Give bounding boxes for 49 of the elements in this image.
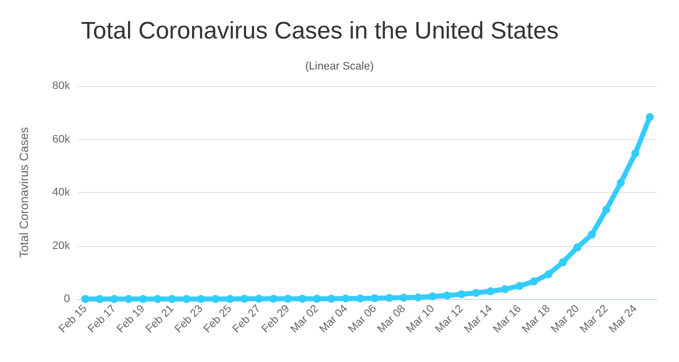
point bbox=[515, 282, 524, 290]
point bbox=[226, 295, 234, 303]
point bbox=[501, 285, 510, 294]
chart-subtitle: (Linear Scale) bbox=[305, 60, 374, 72]
point bbox=[254, 294, 263, 303]
point bbox=[370, 294, 379, 302]
x-tick-label: Mar 24 bbox=[606, 302, 640, 336]
point bbox=[110, 295, 118, 303]
point bbox=[646, 113, 654, 122]
y-tick-label: 40k bbox=[52, 186, 70, 198]
point bbox=[558, 258, 567, 266]
point bbox=[154, 295, 162, 303]
point bbox=[197, 295, 206, 303]
point bbox=[443, 292, 452, 300]
point bbox=[472, 288, 480, 297]
point bbox=[327, 294, 336, 303]
point bbox=[212, 295, 220, 303]
point bbox=[81, 295, 90, 303]
point bbox=[400, 294, 408, 302]
point bbox=[356, 294, 364, 302]
point bbox=[414, 293, 422, 302]
point bbox=[269, 294, 278, 303]
point bbox=[124, 295, 133, 303]
y-tick-label: 20k bbox=[52, 240, 70, 252]
point bbox=[458, 290, 466, 298]
point bbox=[284, 294, 292, 303]
point bbox=[182, 295, 191, 303]
point bbox=[96, 295, 104, 303]
y-tick-label: 80k bbox=[52, 80, 70, 92]
point bbox=[486, 287, 495, 296]
point bbox=[342, 294, 350, 302]
point bbox=[530, 277, 538, 286]
point bbox=[240, 294, 248, 303]
point bbox=[312, 294, 321, 303]
y-tick-label: 60k bbox=[52, 133, 70, 146]
point bbox=[602, 206, 610, 214]
point bbox=[631, 149, 640, 158]
point bbox=[573, 243, 582, 252]
point bbox=[588, 230, 596, 239]
y-axis-title: Total Coronavirus Cases bbox=[17, 127, 31, 258]
point bbox=[168, 295, 176, 303]
point bbox=[428, 292, 437, 300]
point bbox=[544, 270, 552, 278]
point bbox=[385, 294, 394, 302]
point bbox=[616, 178, 625, 187]
point bbox=[139, 295, 148, 303]
y-tick-label: 0 bbox=[64, 293, 70, 305]
point bbox=[298, 294, 306, 303]
chart-title: Total Coronavirus Cases in the United States bbox=[81, 18, 559, 44]
